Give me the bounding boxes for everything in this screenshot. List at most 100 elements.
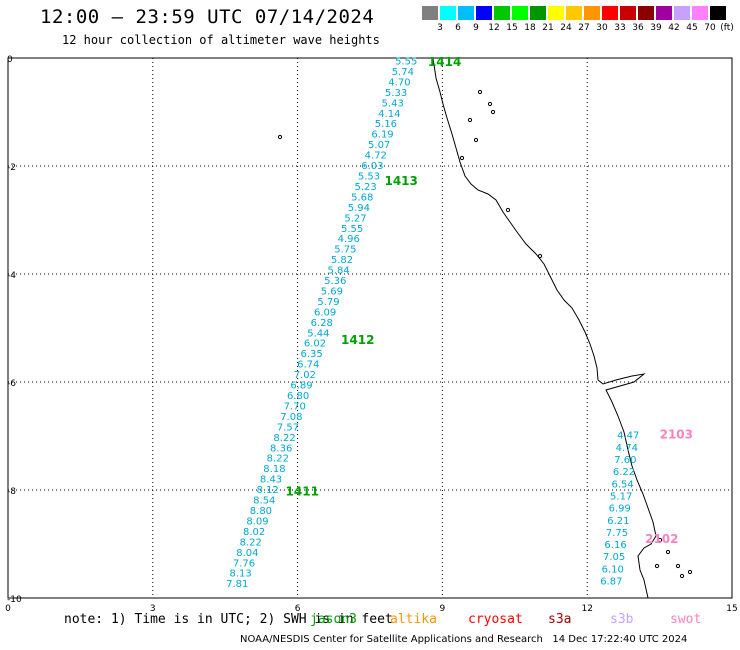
colorbar-label: 3 <box>437 23 443 33</box>
orbit-number-label: 2102 <box>645 532 678 546</box>
wave-height-label: 7.05 <box>603 552 625 563</box>
wave-height-label: 4.47 <box>617 431 639 442</box>
colorbar-swatch <box>530 6 546 20</box>
wave-height-label: 6.87 <box>600 577 622 588</box>
wave-height-label: 4.70 <box>388 77 410 88</box>
island <box>687 569 693 575</box>
x-tick-label: 3 <box>150 604 156 614</box>
colorbar-label: 70 <box>704 23 716 33</box>
island <box>487 101 493 107</box>
wave-height-label: 4.72 <box>365 151 387 162</box>
wave-height-label: 8.18 <box>263 464 285 475</box>
wave-height-label: 6.74 <box>297 360 319 371</box>
island <box>679 573 685 579</box>
colorbar-unit: (ft) <box>720 23 734 33</box>
wave-height-label: 8.04 <box>236 548 258 559</box>
colorbar-swatch <box>692 6 708 20</box>
wave-height-label: 7.60 <box>614 455 636 466</box>
satellite-legend-cryosat: cryosat <box>468 612 523 627</box>
colorbar-label: 36 <box>632 23 644 33</box>
wave-height-label: 6.03 <box>361 161 383 172</box>
colorbar-label: 18 <box>524 23 536 33</box>
wave-height-label: 5.75 <box>334 245 356 256</box>
island <box>490 109 496 115</box>
wave-height-label: 8.54 <box>253 496 275 507</box>
wave-height-label: 8.12 <box>257 485 279 496</box>
orbit-number-label: 1412 <box>341 333 374 347</box>
wave-height-label: 8.22 <box>240 537 262 548</box>
island <box>654 563 660 569</box>
satellite-legend-swot: swot <box>670 612 702 627</box>
island <box>477 89 483 95</box>
wave-height-label: 8.22 <box>267 454 289 465</box>
wave-height-label: 5.74 <box>392 67 414 78</box>
colorbar-swatch <box>458 6 474 20</box>
satellite-legend-altika: altika <box>390 612 437 627</box>
wave-height-label: 5.07 <box>368 140 390 151</box>
x-tick-label: 9 <box>440 604 446 614</box>
wave-height-label: 6.99 <box>609 504 631 515</box>
colorbar-label: 42 <box>668 23 680 33</box>
wave-height-label: 7.08 <box>280 412 302 423</box>
wave-height-label: 5.53 <box>358 171 380 182</box>
island <box>537 253 543 259</box>
colorbar-label: 45 <box>686 23 698 33</box>
colorbar-swatch <box>476 6 492 20</box>
colorbar-swatch <box>548 6 564 20</box>
wave-height-label: 8.09 <box>246 516 268 527</box>
map-frame <box>7 57 733 599</box>
colorbar-swatch <box>710 6 726 20</box>
island <box>657 537 663 543</box>
note-text: note: 1) Time is in UTC; 2) SWH is in fe… <box>64 612 393 627</box>
colorbar-swatch <box>674 6 690 20</box>
wave-height-label: 6.28 <box>311 318 333 329</box>
wave-height-label: 8.80 <box>250 506 272 517</box>
wave-height-label: 5.23 <box>355 182 377 193</box>
colorbar-swatch <box>638 6 654 20</box>
colorbar-swatch <box>512 6 528 20</box>
wave-height-label: 5.55 <box>395 56 417 67</box>
wave-height-label: 6.21 <box>607 516 629 527</box>
island <box>459 155 465 161</box>
wave-height-label: 5.44 <box>307 328 329 339</box>
satellite-legend-s3b: s3b <box>610 612 634 627</box>
wave-height-label: 4.14 <box>378 109 400 120</box>
colorbar-label: 6 <box>455 23 461 33</box>
island <box>675 563 681 569</box>
orbit-number-label: 2103 <box>660 428 693 442</box>
wave-height-label: 5.79 <box>317 297 339 308</box>
colorbar-swatch <box>494 6 510 20</box>
wave-height-label: 7.75 <box>606 528 628 539</box>
wave-height-label: 6.80 <box>287 391 309 402</box>
wave-height-label: 8.13 <box>230 569 252 580</box>
wave-height-label: 7.76 <box>233 558 255 569</box>
x-tick-label: 15 <box>726 604 737 614</box>
colorbar-label: 9 <box>473 23 479 33</box>
wave-height-label: 7.70 <box>284 401 306 412</box>
wave-height-label: 6.16 <box>604 540 626 551</box>
wave-height-label: 4.74 <box>616 443 638 454</box>
wave-height-label: 6.02 <box>304 339 326 350</box>
wave-height-label: 8.36 <box>270 443 292 454</box>
wave-height-label: 6.89 <box>290 381 312 392</box>
wave-height-label: 5.55 <box>341 224 363 235</box>
colorbar-label: 15 <box>506 23 518 33</box>
wave-height-label: 8.22 <box>273 433 295 444</box>
y-tick-label: 0 <box>7 55 13 65</box>
wave-height-label: 5.36 <box>324 276 346 287</box>
wave-height-label: 5.17 <box>610 491 632 502</box>
wave-height-label: 5.82 <box>331 255 353 266</box>
wave-height-label: 6.10 <box>602 564 624 575</box>
wave-height-label: 4.96 <box>338 234 360 245</box>
y-tick-label: -4 <box>7 271 16 281</box>
y-tick-label: -6 <box>7 379 16 389</box>
wave-height-label: 5.69 <box>321 286 343 297</box>
island <box>473 137 479 143</box>
wave-height-label: 5.27 <box>344 213 366 224</box>
wave-height-label: 8.02 <box>243 527 265 538</box>
wave-height-label: 5.94 <box>348 203 370 214</box>
wave-height-label: 6.09 <box>314 307 336 318</box>
coastline <box>432 57 657 599</box>
wave-height-label: 8.43 <box>260 475 282 486</box>
